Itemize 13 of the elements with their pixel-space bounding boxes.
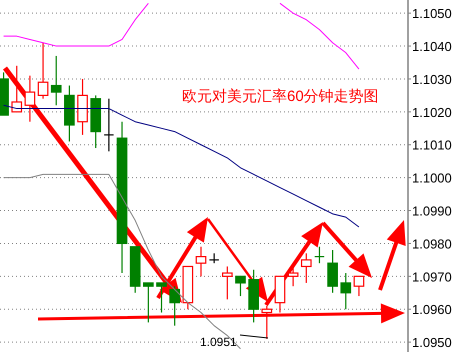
- y-tick-label: 1.1010: [412, 138, 452, 153]
- y-tick-label: 1.1000: [412, 170, 452, 186]
- y-tick-label: 1.1050: [412, 6, 452, 22]
- y-tick-label: 1.0970: [412, 269, 452, 284]
- y-tick-label: 1.0950: [412, 335, 452, 350]
- y-tick-label: 1.0990: [412, 204, 452, 219]
- y-tick-label: 1.1030: [412, 72, 452, 87]
- y-tick-label: 1.1020: [412, 104, 452, 120]
- y-tick-label: 1.0960: [412, 302, 452, 318]
- y-tick-label: 1.0980: [412, 236, 452, 252]
- y-tick-label: 1.1040: [412, 39, 452, 54]
- text: 欧元对美元汇率60分钟走势图: [182, 88, 379, 105]
- annotation: 1.0951: [200, 335, 238, 349]
